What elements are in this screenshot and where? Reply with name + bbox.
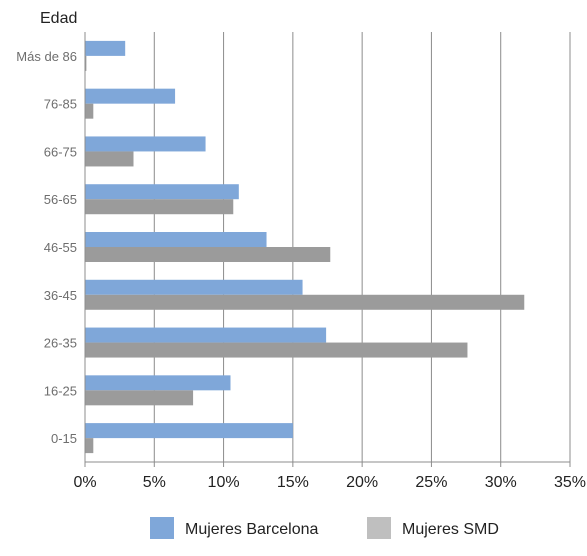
bar-mujeres-smd [85,103,94,119]
legend-swatch [367,517,391,539]
legend-item-mujeres-barcelona: Mujeres Barcelona [150,517,319,539]
category-label: 66-75 [44,144,77,159]
category-label: 56-65 [44,192,77,207]
bars [85,40,525,454]
bar-mujeres-barcelona [85,184,239,200]
x-tick-label: 15% [277,474,309,491]
bar-mujeres-barcelona [85,88,176,104]
bar-mujeres-barcelona [85,279,303,295]
category-label: 76-85 [44,97,77,112]
tick-labels: 0% 5% 10% 15% 20% 25% 30% 35% Más de 86 76-85 66-7… [16,49,586,491]
x-tick-label: 0% [73,474,96,491]
legend: Mujeres Barcelona Mujeres SMD [150,517,499,539]
category-label: 0-15 [51,431,77,446]
category-label: 16-25 [44,383,77,398]
bar-mujeres-smd [85,151,134,167]
category-label: 36-45 [44,288,77,303]
legend-swatch [150,517,174,539]
x-tick-label: 10% [208,474,240,491]
x-tick-label: 30% [485,474,517,491]
bar-mujeres-barcelona [85,375,231,391]
bar-mujeres-barcelona [85,423,293,439]
category-label: 46-55 [44,240,77,255]
bar-mujeres-barcelona [85,40,126,56]
category-label: Más de 86 [16,49,77,64]
x-tick-label: 25% [415,474,447,491]
bar-mujeres-smd [85,342,468,358]
legend-label: Mujeres SMD [402,521,499,538]
bar-mujeres-barcelona [85,136,206,152]
x-tick-label: 20% [346,474,378,491]
bar-mujeres-smd [85,294,525,310]
x-tick-label: 5% [143,474,166,491]
bar-mujeres-smd [85,199,234,215]
y-axis-title: Edad [40,10,77,27]
bar-mujeres-smd [85,247,331,262]
legend-item-mujeres-smd: Mujeres SMD [367,517,499,539]
x-tick-label: 35% [554,474,586,491]
category-label: 26-35 [44,336,77,351]
legend-label: Mujeres Barcelona [185,521,319,538]
bar-mujeres-barcelona [85,327,327,343]
bar-mujeres-barcelona [85,232,267,247]
bar-mujeres-smd [85,390,194,406]
bar-mujeres-smd [85,55,87,71]
bar-mujeres-smd [85,438,94,454]
axes [84,32,571,467]
